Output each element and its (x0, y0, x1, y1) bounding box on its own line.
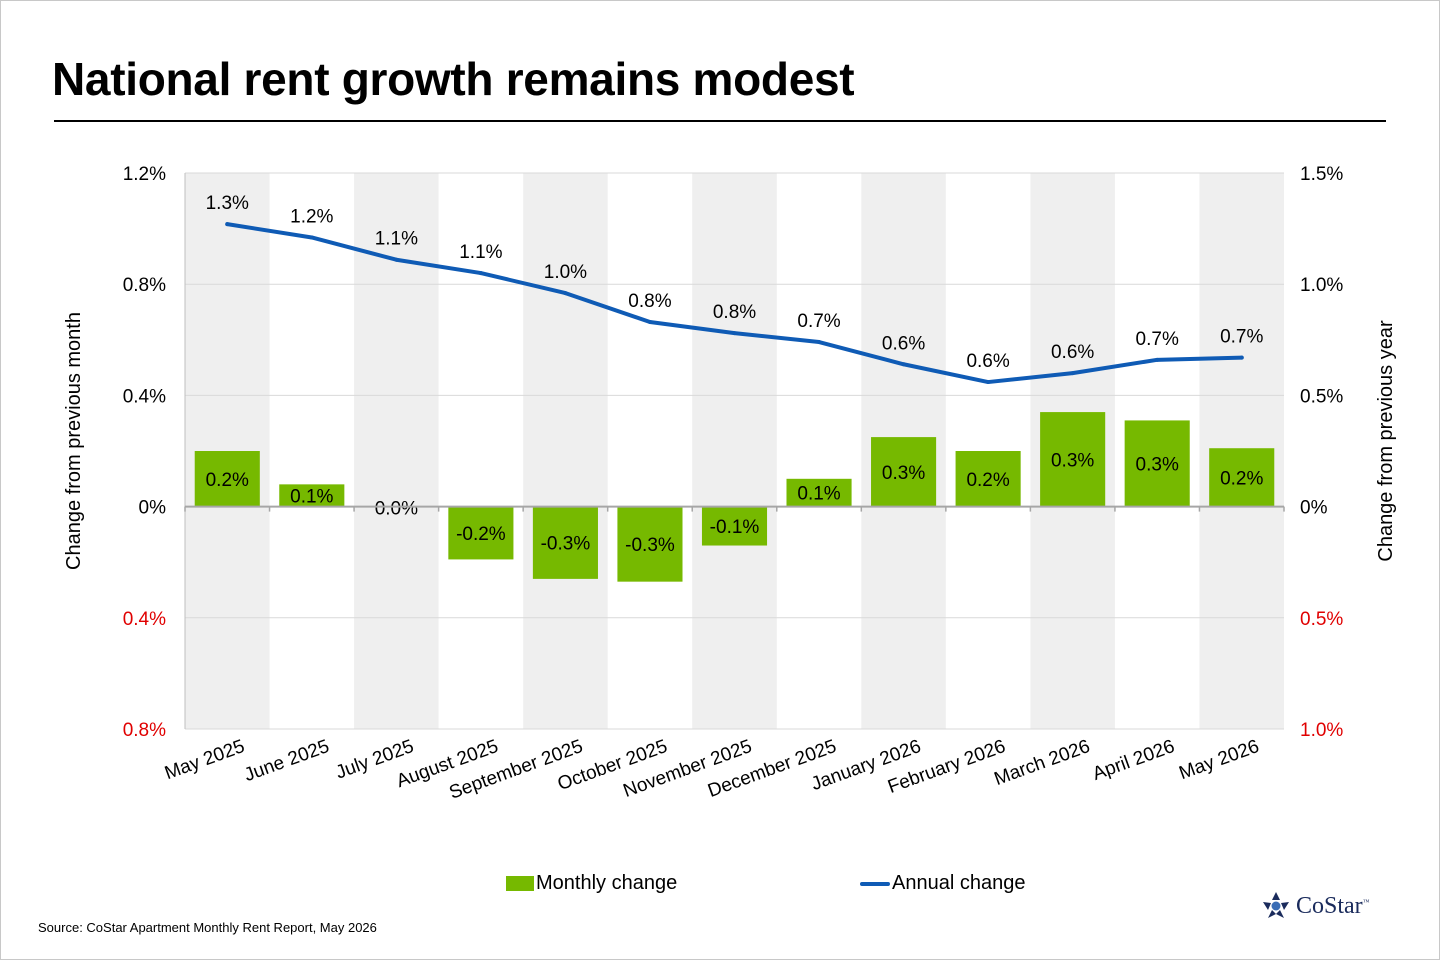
line-data-label: 0.7% (1220, 327, 1263, 348)
line-data-label: 0.7% (797, 311, 840, 332)
line-data-label: 1.0% (544, 262, 587, 283)
bar (955, 451, 1021, 507)
x-category-label: May 2026 (1176, 736, 1262, 784)
line-point (1155, 357, 1160, 362)
bar-data-label: 0.1% (290, 486, 333, 507)
left-tick-label: 0.4% (123, 386, 166, 407)
line-data-label: 0.6% (966, 351, 1009, 372)
x-category-label: March 2026 (991, 736, 1092, 790)
right-tick-label: 0.5% (1300, 609, 1343, 630)
line-data-label: 0.8% (713, 302, 756, 323)
line-data-label: 1.2% (290, 206, 333, 227)
bar-data-label: 0.2% (1220, 468, 1263, 489)
brand-tm: ™ (1362, 897, 1370, 906)
x-category-label: April 2026 (1090, 736, 1178, 785)
bar-data-label: 0.3% (882, 463, 925, 484)
bar (1040, 412, 1106, 507)
costar-brand[interactable]: CoStar™ (1260, 890, 1370, 922)
bar (786, 478, 852, 507)
right-tick-label: 1.0% (1300, 720, 1343, 741)
line-data-label: 1.1% (375, 229, 418, 250)
left-tick-label: 0.8% (123, 275, 166, 296)
line-point (1070, 371, 1075, 376)
bar-data-label: 0.2% (206, 470, 249, 491)
bar (279, 484, 345, 507)
bar-data-label: 0.0% (375, 499, 418, 520)
bar-data-label: 0.1% (797, 484, 840, 505)
legend-swatch-line (860, 881, 890, 886)
brand-name: CoStar (1296, 892, 1363, 919)
line-point (732, 331, 737, 336)
line-point (986, 380, 991, 385)
line-data-label: 0.6% (1051, 342, 1094, 363)
line-point (647, 320, 652, 325)
line-data-label: 1.1% (459, 242, 502, 263)
bar-data-label: 0.3% (1051, 450, 1094, 471)
right-tick-label: 0.5% (1300, 386, 1343, 407)
right-tick-label: 1.0% (1300, 275, 1343, 296)
bar (1124, 420, 1190, 507)
x-category-label: May 2025 (162, 736, 248, 784)
chart-title: National rent growth remains modest (52, 53, 855, 105)
legend-label-monthly: Monthly change (536, 872, 678, 894)
category-band (523, 173, 608, 729)
bar-data-label: -0.3% (541, 534, 591, 555)
line-point (901, 362, 906, 367)
left-tick-label: 0% (139, 498, 167, 519)
source-note: Source: CoStar Apartment Monthly Rent Re… (38, 920, 377, 935)
bar (532, 506, 598, 579)
bar (1209, 448, 1275, 507)
legend-label-annual: Annual change (892, 872, 1026, 894)
combo-chart: 1.2% 0.8% 0.4% 0% 0.4% 0.8% 1.5% 1.0% 0.5% 0% 0.5%… (63, 164, 1397, 804)
category-band (354, 173, 439, 729)
bar-data-label: -0.2% (456, 524, 506, 545)
line-point (478, 271, 483, 276)
legend-item-annual[interactable]: Annual change (860, 872, 1025, 895)
bar-data-label: 0.2% (966, 470, 1009, 491)
line-point (817, 340, 822, 345)
line-data-label: 0.8% (628, 291, 671, 312)
right-axis-title: Change from previous year (1375, 320, 1397, 562)
title-divider (54, 120, 1386, 122)
line-data-label: 0.6% (882, 333, 925, 354)
bar-data-label: 0.3% (1136, 455, 1179, 476)
category-band (692, 173, 777, 729)
line-data-label: 0.7% (1136, 329, 1179, 350)
left-tick-label: 0.8% (123, 720, 166, 741)
left-axis-title: Change from previous month (63, 312, 85, 570)
legend-item-monthly[interactable]: Monthly change (506, 872, 677, 895)
line-point (309, 235, 314, 240)
left-tick-label: 1.2% (123, 164, 166, 185)
bar-data-label: -0.3% (625, 535, 675, 556)
bar (871, 437, 937, 507)
bar (448, 506, 514, 560)
line-point (1239, 355, 1244, 360)
left-tick-label: 0.4% (123, 609, 166, 630)
costar-star-logo-icon (1263, 892, 1289, 918)
bar (701, 506, 768, 546)
line-point (225, 222, 230, 227)
line-point (563, 291, 568, 296)
line-point (394, 257, 399, 262)
bar-data-label: -0.1% (710, 517, 760, 538)
line-data-label: 1.3% (206, 193, 249, 214)
right-tick-label: 0% (1300, 498, 1328, 519)
bar (617, 506, 683, 582)
x-category-label: June 2025 (242, 736, 333, 786)
legend-swatch-bar (506, 876, 534, 891)
right-tick-label: 1.5% (1300, 164, 1343, 185)
bar (194, 451, 260, 507)
